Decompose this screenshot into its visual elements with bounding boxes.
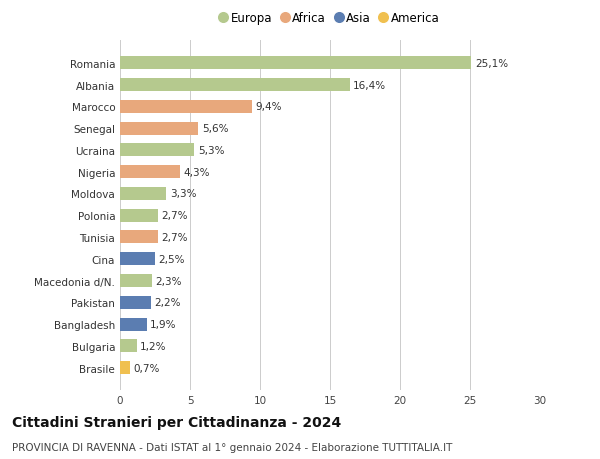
Text: PROVINCIA DI RAVENNA - Dati ISTAT al 1° gennaio 2024 - Elaborazione TUTTITALIA.I: PROVINCIA DI RAVENNA - Dati ISTAT al 1° … — [12, 442, 452, 452]
Text: 3,3%: 3,3% — [170, 189, 196, 199]
Bar — [120, 187, 166, 201]
Bar — [120, 101, 251, 114]
Legend: Europa, Africa, Asia, America: Europa, Africa, Asia, America — [220, 12, 440, 25]
Text: Cittadini Stranieri per Cittadinanza - 2024: Cittadini Stranieri per Cittadinanza - 2… — [12, 415, 341, 429]
Text: 1,2%: 1,2% — [140, 341, 167, 351]
Text: 5,6%: 5,6% — [202, 124, 229, 134]
Text: 1,9%: 1,9% — [150, 319, 176, 329]
Text: 4,3%: 4,3% — [184, 167, 210, 177]
Bar — [120, 296, 151, 309]
Text: 5,3%: 5,3% — [198, 146, 224, 156]
Bar — [120, 252, 155, 266]
Bar — [120, 274, 152, 287]
Bar — [120, 57, 472, 70]
Text: 25,1%: 25,1% — [475, 59, 508, 69]
Bar — [120, 166, 180, 179]
Text: 0,7%: 0,7% — [133, 363, 160, 373]
Text: 2,7%: 2,7% — [161, 232, 188, 242]
Bar — [120, 340, 137, 353]
Bar — [120, 79, 350, 92]
Bar — [120, 231, 158, 244]
Text: 2,3%: 2,3% — [156, 276, 182, 286]
Text: 16,4%: 16,4% — [353, 80, 386, 90]
Bar — [120, 123, 199, 135]
Text: 2,5%: 2,5% — [158, 254, 185, 264]
Bar — [120, 209, 158, 222]
Bar — [120, 361, 130, 374]
Bar — [120, 144, 194, 157]
Bar — [120, 318, 146, 331]
Text: 9,4%: 9,4% — [255, 102, 281, 112]
Text: 2,7%: 2,7% — [161, 211, 188, 221]
Text: 2,2%: 2,2% — [154, 297, 181, 308]
